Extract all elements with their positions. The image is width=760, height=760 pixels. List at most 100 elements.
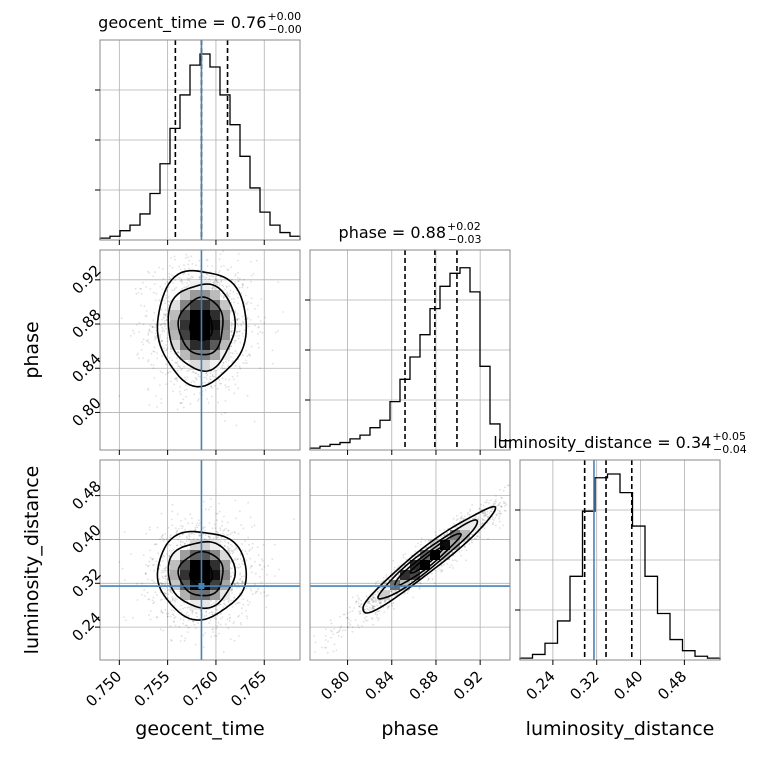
sample-point xyxy=(172,390,174,393)
sample-point xyxy=(272,362,274,365)
sample-point xyxy=(202,634,205,637)
sample-point xyxy=(257,315,260,318)
sample-point xyxy=(246,617,249,620)
sample-point xyxy=(480,503,482,506)
sample-point xyxy=(171,592,174,594)
density-cell xyxy=(170,330,180,340)
density-cell xyxy=(220,570,230,580)
title-main: phase = 0.88 xyxy=(339,223,446,242)
sample-point xyxy=(123,616,125,618)
sample-point xyxy=(483,514,485,517)
sample-point xyxy=(370,598,373,600)
density-cell xyxy=(190,340,200,350)
sample-point xyxy=(252,273,255,275)
sample-point xyxy=(380,600,382,602)
sample-point xyxy=(241,594,243,597)
sample-point xyxy=(368,606,371,609)
sample-point xyxy=(170,639,173,642)
sample-point xyxy=(420,541,423,543)
sample-point xyxy=(241,579,244,582)
sample-point xyxy=(147,387,150,390)
sample-point xyxy=(226,292,228,295)
sample-point xyxy=(375,616,378,619)
sample-point xyxy=(210,287,212,289)
sample-point xyxy=(238,563,241,566)
sample-point xyxy=(164,575,166,578)
sample-point xyxy=(158,266,161,269)
sample-point xyxy=(159,341,162,343)
sample-point xyxy=(478,508,481,511)
sample-point xyxy=(377,599,380,602)
sample-point xyxy=(378,599,381,602)
sample-point xyxy=(461,517,463,519)
sample-point xyxy=(237,566,240,569)
sample-point xyxy=(168,555,171,557)
sample-point xyxy=(373,596,375,598)
density-cell xyxy=(170,570,180,580)
xtick-label-geocent_time-0: 0.750 xyxy=(82,667,125,710)
sample-point xyxy=(186,370,189,372)
sample-point xyxy=(159,324,162,326)
sample-point xyxy=(236,259,239,262)
sample-point xyxy=(231,375,234,378)
sample-point xyxy=(243,329,246,332)
sample-point xyxy=(384,583,386,586)
sample-point xyxy=(173,383,176,386)
sample-point xyxy=(234,364,237,367)
sample-point xyxy=(177,350,180,353)
sample-point xyxy=(152,291,155,294)
sample-point xyxy=(227,385,230,388)
sample-point xyxy=(481,511,484,514)
sample-point xyxy=(234,339,237,342)
sample-point xyxy=(383,599,386,602)
sample-point xyxy=(206,265,209,268)
sample-point xyxy=(392,591,395,594)
sample-point xyxy=(237,296,239,299)
density-cell xyxy=(180,310,190,320)
sample-point xyxy=(181,287,184,290)
sample-point xyxy=(171,510,174,513)
sample-point xyxy=(363,608,366,611)
sample-point xyxy=(132,616,134,619)
sample-point xyxy=(478,531,480,534)
sample-point xyxy=(235,517,238,520)
sample-point xyxy=(551,462,553,464)
sample-point xyxy=(387,586,389,589)
sample-point xyxy=(473,537,476,540)
sample-point xyxy=(498,488,501,491)
density-cell xyxy=(220,300,230,310)
sample-point xyxy=(165,344,167,346)
density-cell xyxy=(200,330,210,340)
sample-point xyxy=(227,529,229,532)
sample-point xyxy=(259,320,262,322)
sample-point xyxy=(250,297,253,300)
sample-point xyxy=(493,519,495,521)
sample-point xyxy=(226,521,229,524)
sample-point xyxy=(228,613,231,616)
sample-point xyxy=(205,611,208,613)
sample-point xyxy=(331,630,333,633)
density-cell xyxy=(210,570,220,580)
sample-point xyxy=(169,590,172,592)
sample-point xyxy=(232,291,235,293)
sample-point xyxy=(198,276,201,279)
sample-point xyxy=(239,558,242,560)
sample-point xyxy=(160,323,163,325)
sample-point xyxy=(325,628,327,631)
sample-point xyxy=(365,619,367,622)
sample-point xyxy=(242,581,244,584)
sample-point xyxy=(213,617,216,619)
sample-point xyxy=(166,281,169,283)
xtick-label-geocent_time-1: 0.755 xyxy=(131,667,174,710)
sample-point xyxy=(258,346,260,349)
sample-point xyxy=(251,542,254,545)
sample-point xyxy=(192,620,194,623)
sample-point xyxy=(233,597,236,599)
sample-point xyxy=(450,564,453,567)
sample-point xyxy=(218,281,220,284)
ytick-label-phase-2: 0.88 xyxy=(68,306,104,342)
sample-point xyxy=(482,522,484,524)
sample-point xyxy=(198,532,201,535)
sample-point xyxy=(257,587,260,590)
sample-point xyxy=(500,512,502,515)
